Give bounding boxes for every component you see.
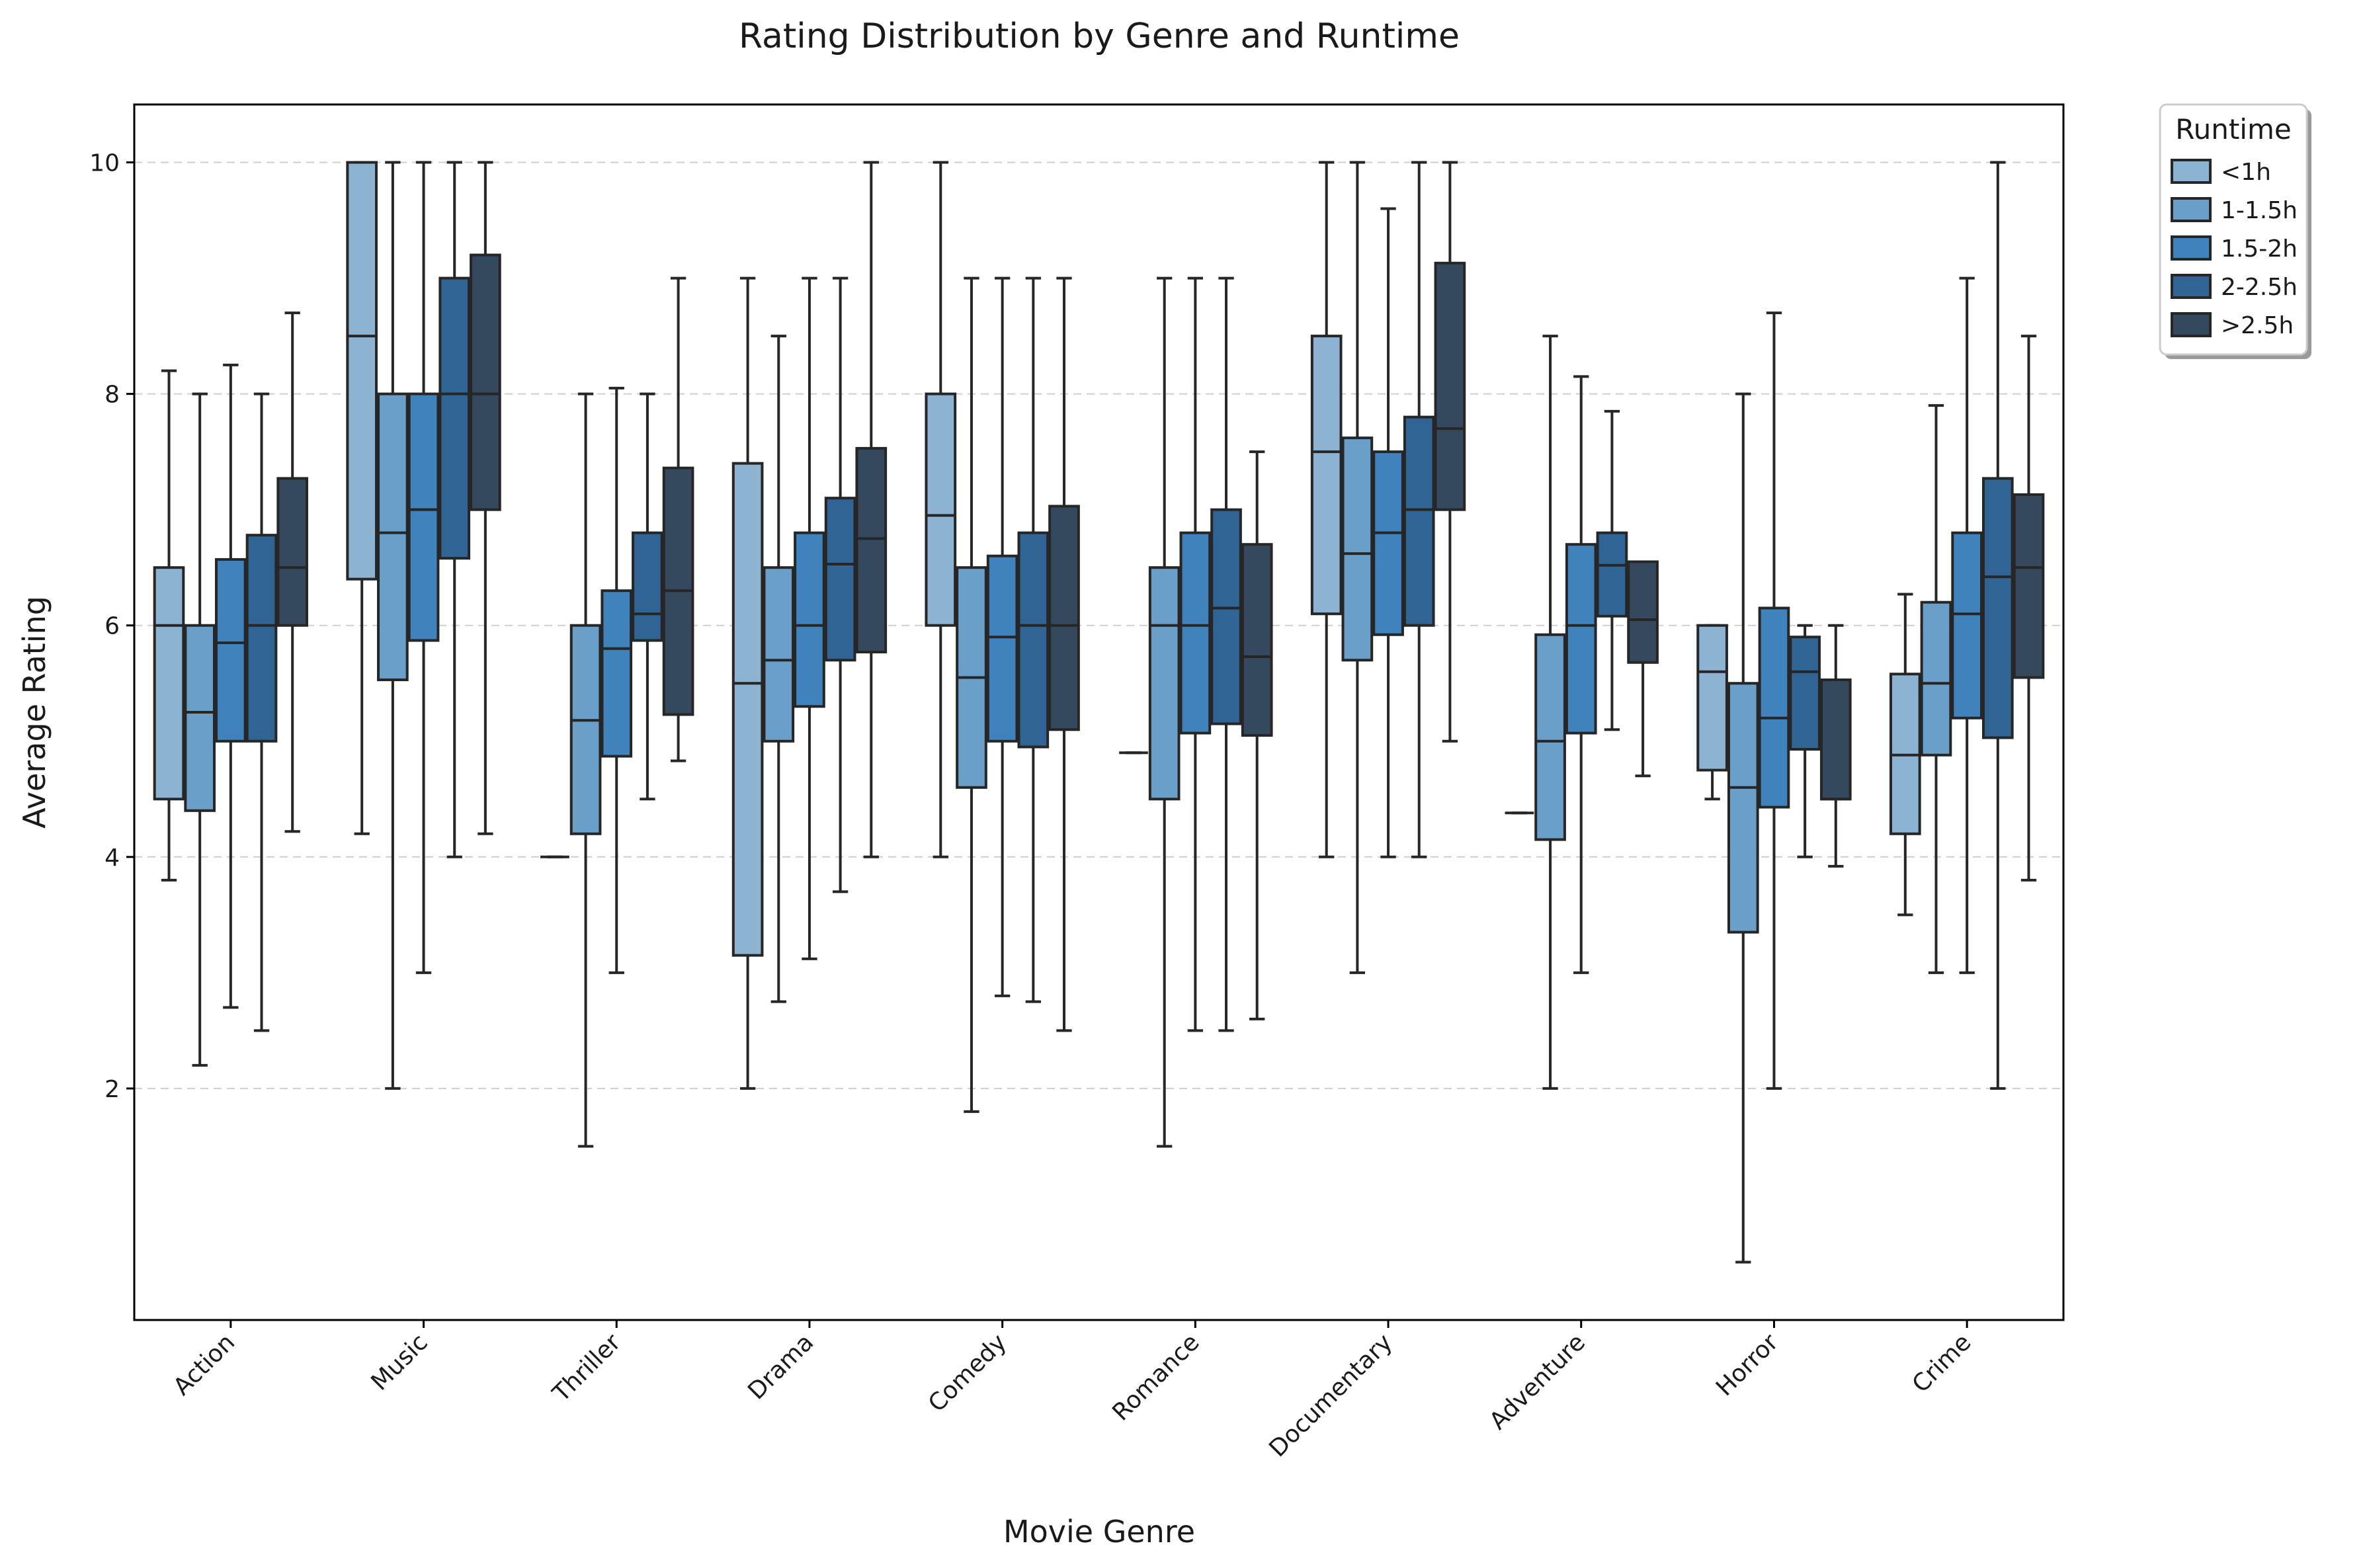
box-documentary-1 [1341,436,1374,662]
box-group-crime [1889,161,2045,1090]
legend-label-4: >2.5h [2221,312,2294,339]
legend-swatch-0 [2171,159,2212,184]
box-crime-2 [1951,531,1983,720]
box-music-1 [377,392,409,681]
box-thriller-1 [569,624,602,835]
y-axis-label: Average Rating [17,596,52,829]
box-group-drama [731,161,888,1090]
box-group-documentary [1310,161,1466,974]
box-thriller-2 [601,589,633,758]
box-action-0 [153,566,185,801]
box-horror-0 [1696,624,1728,772]
box-horror-2 [1758,606,1790,809]
box-documentary-2 [1372,450,1404,636]
box-music-4 [470,253,501,511]
box-group-romance [1119,276,1273,1148]
box-comedy-0 [925,392,957,627]
box-adventure-4 [1627,560,1659,664]
legend-swatch-4 [2171,312,2212,337]
legend-swatch-2 [2171,235,2212,261]
box-groups [153,161,2045,1264]
box-drama-2 [794,531,825,708]
legend: Runtime <1h 1-1.5h 1.5-2h 2-2.5h >2.5h [2159,103,2311,359]
x-axis-label: Movie Genre [1003,1514,1195,1549]
box-horror-4 [1819,678,1852,801]
box-documentary-4 [1434,261,1466,511]
box-group-adventure [1505,335,1659,1090]
box-group-comedy [925,161,1080,1113]
legend-swatch-3 [2171,274,2212,299]
box-group-music [346,161,501,1090]
y-axis: 2 4 6 8 10 [89,150,134,1103]
chart-title: Rating Distribution by Genre and Runtime [739,17,1460,56]
box-group-thriller [540,276,694,1148]
y-tick-label-4: 4 [104,845,120,872]
box-crime-3 [1981,477,2014,739]
box-comedy-3 [1017,531,1050,749]
box-horror-3 [1789,636,1821,751]
box-action-1 [184,624,216,812]
box-action-2 [215,557,247,743]
box-adventure-3 [1596,531,1628,618]
box-romance-2 [1179,531,1212,735]
box-music-0 [346,161,378,581]
box-action-4 [276,477,309,627]
box-drama-4 [855,446,888,653]
y-tick-label-8: 8 [104,382,120,409]
box-group-horror [1696,311,1852,1264]
box-adventure-1 [1534,633,1566,841]
legend-label-2: 1.5-2h [2221,235,2298,263]
box-drama-0 [731,462,764,957]
legend-label-1: 1-1.5h [2221,197,2298,224]
y-tick-label-6: 6 [104,613,120,640]
box-romance-3 [1210,508,1242,725]
box-action-3 [245,534,278,743]
box-drama-1 [763,566,795,743]
y-tick-label-2: 2 [104,1076,120,1103]
box-documentary-3 [1403,415,1435,627]
box-comedy-2 [986,554,1018,743]
box-adventure-2 [1565,543,1597,735]
box-romance-4 [1241,543,1273,737]
box-comedy-4 [1048,505,1080,731]
legend-label-0: <1h [2221,159,2271,186]
box-crime-1 [1920,600,1952,757]
plot-frame [133,103,2065,1321]
legend-title: Runtime [2175,113,2291,145]
box-horror-1 [1727,682,1759,934]
legend-label-3: 2-2.5h [2221,274,2298,301]
box-crime-4 [2013,493,2045,679]
legend-swatch-1 [2171,197,2212,222]
box-documentary-0 [1310,335,1343,616]
box-music-2 [407,392,440,642]
box-drama-3 [824,497,856,662]
box-group-action [153,311,309,1067]
box-thriller-3 [632,531,663,642]
y-tick-label-10: 10 [89,150,120,177]
box-romance-1 [1148,566,1181,801]
box-music-3 [438,276,471,560]
